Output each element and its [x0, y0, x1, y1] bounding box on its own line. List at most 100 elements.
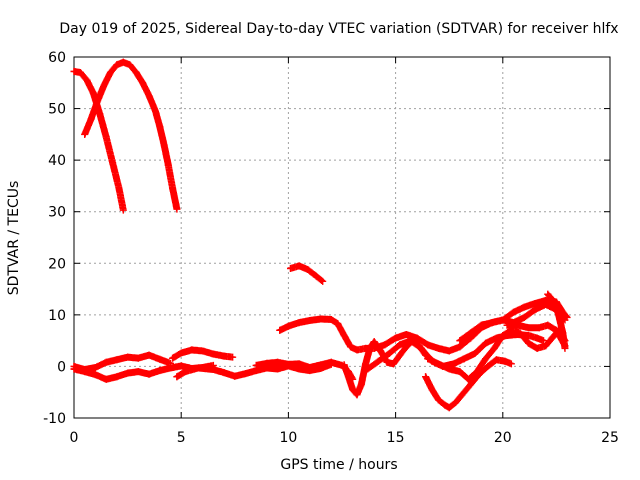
series-arc-3: [287, 262, 327, 285]
y-tick-label: 20: [48, 256, 66, 272]
data-point: [458, 391, 466, 399]
data-point: [334, 320, 342, 328]
data-point: [389, 360, 397, 368]
data-point: [514, 321, 522, 329]
data-point: [102, 133, 110, 141]
data-point: [126, 61, 134, 69]
series-line: [81, 58, 181, 212]
data-point: [452, 399, 460, 407]
data-series: [70, 58, 571, 412]
data-point: [364, 365, 372, 373]
plot-frame: [73, 56, 611, 419]
data-point: [194, 364, 202, 372]
data-point: [340, 331, 348, 339]
y-tick-label: -10: [43, 411, 66, 427]
data-point: [119, 206, 127, 214]
data-point: [383, 358, 391, 366]
data-point: [151, 107, 159, 115]
y-axis-label: SDTVAR / TECUs: [6, 181, 22, 296]
data-point: [531, 306, 539, 314]
data-point: [525, 331, 533, 339]
series-arc-12: [422, 356, 515, 412]
x-tick-label: 5: [177, 430, 186, 446]
data-point: [145, 92, 153, 100]
data-point: [124, 353, 132, 361]
data-point: [525, 324, 533, 332]
x-tick-label: 0: [70, 430, 79, 446]
data-point: [473, 368, 481, 376]
data-point: [169, 185, 177, 193]
x-axis-label: GPS time / hours: [280, 457, 397, 473]
data-point: [87, 115, 95, 123]
data-point: [295, 319, 303, 327]
data-point: [177, 362, 185, 370]
data-point: [422, 373, 430, 381]
data-point: [100, 81, 108, 89]
data-point: [366, 344, 374, 352]
data-point: [306, 317, 314, 325]
data-point: [340, 361, 348, 369]
data-point: [263, 359, 271, 367]
data-point: [499, 316, 507, 324]
series-arc-2: [81, 58, 181, 213]
data-point: [276, 326, 284, 334]
data-point: [434, 360, 442, 368]
data-point: [109, 159, 117, 167]
data-point: [160, 141, 168, 149]
data-point: [531, 300, 539, 308]
data-point: [385, 350, 393, 358]
data-point: [467, 380, 475, 388]
data-point: [535, 324, 543, 332]
data-point: [477, 321, 485, 329]
data-point: [145, 351, 153, 359]
data-point: [312, 272, 320, 280]
data-point: [482, 339, 490, 347]
grid-lines: [74, 57, 610, 418]
data-point: [357, 380, 365, 388]
data-point: [89, 89, 97, 97]
data-point: [113, 356, 121, 364]
data-point: [156, 123, 164, 131]
data-point: [533, 334, 541, 342]
data-point: [304, 265, 312, 273]
data-point: [113, 61, 121, 69]
data-point: [484, 362, 492, 370]
data-point: [520, 303, 528, 311]
data-point: [413, 334, 421, 342]
data-point: [525, 339, 533, 347]
data-point: [134, 354, 142, 362]
data-point: [295, 360, 303, 368]
data-point: [533, 344, 541, 352]
data-point: [561, 344, 569, 352]
y-tick-label: 10: [48, 308, 66, 324]
data-point: [317, 361, 325, 369]
data-point: [520, 313, 528, 321]
data-point: [76, 68, 84, 76]
data-point: [441, 401, 449, 409]
data-point: [115, 185, 123, 193]
series-line: [70, 67, 127, 213]
data-point: [507, 360, 515, 368]
data-point: [467, 329, 475, 337]
data-point: [377, 347, 385, 355]
series-arc-16: [544, 290, 569, 352]
data-point: [449, 360, 457, 368]
data-point: [434, 396, 442, 404]
data-point: [106, 68, 114, 76]
data-point: [344, 373, 352, 381]
data-point: [501, 357, 509, 365]
data-point: [166, 364, 174, 372]
data-point: [70, 365, 78, 373]
data-point: [220, 352, 228, 360]
data-point: [119, 58, 127, 66]
data-point: [428, 386, 436, 394]
data-point: [488, 319, 496, 327]
y-tick-label: 40: [48, 153, 66, 169]
data-point: [274, 358, 282, 366]
data-point: [306, 363, 314, 371]
data-point: [490, 344, 498, 352]
data-point: [113, 373, 121, 381]
series-arc-11: [364, 330, 548, 373]
data-point: [156, 355, 164, 363]
